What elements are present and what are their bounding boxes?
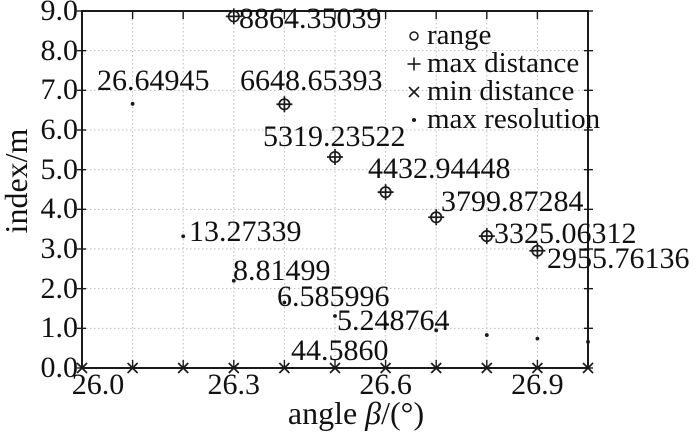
max-resolution-marker bbox=[434, 328, 439, 333]
min-distance-marker bbox=[76, 362, 88, 374]
point-label: 5.248764 bbox=[337, 304, 450, 337]
point-label: 5319.23522 bbox=[263, 120, 406, 153]
legend-item-label: min distance bbox=[427, 75, 575, 107]
legend: range max distance min distance max resolut… bbox=[405, 19, 601, 135]
y-tick-label: 5.0 bbox=[40, 152, 79, 186]
x-tick-label: 26.3 bbox=[207, 368, 261, 401]
point-label: 3799.87284 bbox=[441, 185, 584, 218]
min-distance-marker bbox=[379, 362, 392, 374]
point-label: 2955.76136 bbox=[547, 242, 690, 275]
y-tick-label: 3.0 bbox=[40, 232, 79, 265]
y-tick-label: 4.0 bbox=[40, 192, 79, 226]
point-label: 8.81499 bbox=[233, 254, 331, 287]
x-axis-title-prefix: angle bbox=[287, 395, 366, 431]
min-distance-marker bbox=[582, 362, 594, 374]
min-distance-marker bbox=[278, 362, 291, 374]
point-label: 4432.94448 bbox=[368, 152, 511, 185]
min-distance-marker bbox=[531, 362, 544, 374]
x-marker-icon bbox=[405, 77, 427, 105]
legend-item-label: max resolution bbox=[427, 103, 601, 135]
max-resolution-marker bbox=[130, 101, 135, 106]
min-distance-marker bbox=[329, 362, 341, 374]
y-tick-label: 9.0 bbox=[40, 0, 79, 27]
circle-marker-icon bbox=[405, 21, 427, 49]
max-resolution-marker bbox=[181, 234, 186, 239]
legend-item: max distance bbox=[405, 47, 600, 79]
y-axis-title-text: index/m bbox=[0, 128, 34, 234]
y-axis-title: index/m bbox=[0, 101, 34, 261]
max-resolution-marker bbox=[484, 333, 489, 337]
x-tick-label: 26.0 bbox=[71, 368, 125, 401]
max-resolution-marker bbox=[282, 300, 287, 305]
legend-item: max resolution bbox=[405, 103, 601, 135]
min-distance-marker bbox=[177, 362, 189, 374]
y-tick-label: 7.0 bbox=[40, 73, 79, 107]
min-distance-marker bbox=[481, 362, 493, 374]
x-tick-label: 26.6 bbox=[359, 368, 412, 401]
y-tick-label: 2.0 bbox=[40, 271, 79, 305]
y-tick-label: 0.0 bbox=[40, 351, 79, 384]
y-tick-label: 8.0 bbox=[40, 33, 79, 67]
point-label: 8864.35039 bbox=[239, 2, 382, 35]
legend-item: min distance bbox=[405, 75, 600, 107]
point-label: 6.585996 bbox=[277, 280, 390, 313]
x-tick-label: 26.9 bbox=[511, 368, 564, 401]
min-distance-marker bbox=[126, 362, 139, 374]
point-label: 6648.65393 bbox=[240, 64, 383, 97]
x-axis-title-suffix: /(°) bbox=[381, 395, 425, 431]
point-label: 44.5860 bbox=[291, 334, 389, 367]
legend-item: range bbox=[405, 19, 600, 51]
max-resolution-marker bbox=[231, 278, 236, 283]
min-distance-marker bbox=[430, 362, 442, 374]
max-resolution-marker bbox=[333, 314, 337, 318]
dot-marker-icon bbox=[405, 105, 427, 133]
max-resolution-marker bbox=[383, 322, 388, 326]
point-label: 3325.06312 bbox=[494, 217, 637, 250]
legend-item-label: range bbox=[427, 19, 492, 51]
y-tick-label: 1.0 bbox=[40, 311, 79, 345]
point-label: 26.64945 bbox=[97, 64, 210, 97]
y-tick-label: 6.0 bbox=[40, 113, 79, 146]
min-distance-marker bbox=[228, 362, 240, 374]
point-label: 13.27339 bbox=[189, 215, 302, 248]
legend-item-label: max distance bbox=[427, 47, 580, 79]
x-axis-title: angle β/(°) bbox=[256, 396, 456, 430]
max-resolution-marker bbox=[535, 336, 540, 341]
plus-marker-icon bbox=[405, 49, 427, 77]
beta-symbol: β bbox=[365, 395, 382, 431]
max-resolution-marker bbox=[586, 339, 590, 344]
